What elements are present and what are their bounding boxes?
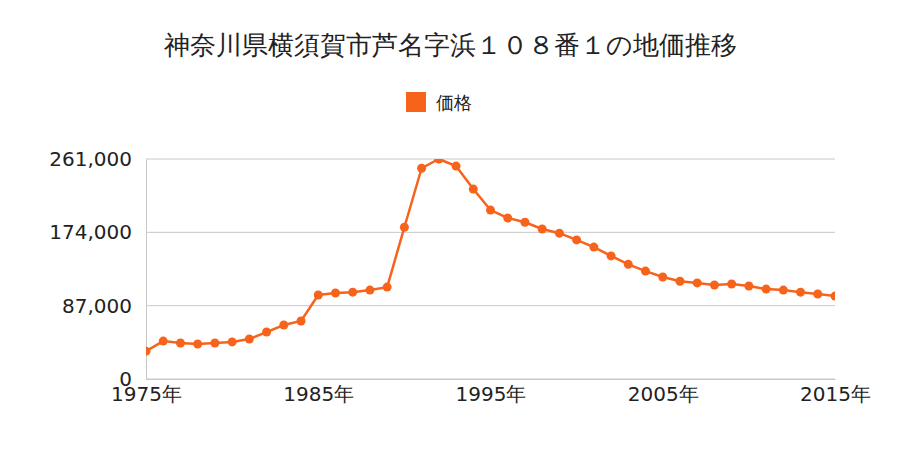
point bbox=[176, 339, 185, 348]
grid-line bbox=[146, 232, 835, 233]
x-tick: 1985年 bbox=[283, 379, 354, 406]
point bbox=[589, 243, 598, 252]
point bbox=[796, 288, 805, 297]
point bbox=[693, 278, 702, 287]
point bbox=[417, 164, 426, 173]
x-tick: 1995年 bbox=[456, 379, 527, 406]
point bbox=[762, 285, 771, 294]
point bbox=[434, 159, 443, 164]
plot-area bbox=[146, 159, 835, 356]
chart: 神奈川県横須賀市芦名字浜１０８番１の地価推移087,000174,000261,… bbox=[0, 0, 900, 450]
point bbox=[572, 235, 581, 244]
y-tick: 174,000 bbox=[49, 220, 146, 244]
y-tick: 87,000 bbox=[62, 294, 146, 318]
point bbox=[297, 317, 306, 326]
legend-label: 価格 bbox=[436, 92, 472, 113]
point bbox=[228, 337, 237, 346]
point bbox=[607, 251, 616, 260]
y-tick: 261,000 bbox=[49, 147, 146, 171]
point bbox=[779, 286, 788, 295]
grid-line bbox=[146, 305, 835, 306]
x-tick: 2005年 bbox=[628, 379, 699, 406]
title: 神奈川県横須賀市芦名字浜１０８番１の地価推移 bbox=[164, 30, 737, 60]
point bbox=[710, 281, 719, 290]
point bbox=[279, 321, 288, 330]
point bbox=[641, 267, 650, 276]
point bbox=[538, 224, 547, 233]
point bbox=[624, 260, 633, 269]
point bbox=[383, 283, 392, 292]
y-axis-line bbox=[146, 160, 147, 380]
x-tick-label: 1985年 bbox=[283, 382, 354, 406]
point bbox=[400, 223, 409, 232]
point bbox=[744, 282, 753, 291]
point bbox=[813, 290, 822, 299]
grid-line bbox=[146, 379, 835, 380]
point bbox=[193, 340, 202, 349]
y-axis: 087,000174,000261,000 bbox=[49, 147, 146, 391]
y-tick-label: 174,000 bbox=[49, 220, 132, 244]
point bbox=[469, 185, 478, 194]
point bbox=[365, 286, 374, 295]
point bbox=[727, 280, 736, 289]
point bbox=[348, 288, 357, 297]
point bbox=[159, 337, 168, 346]
series-line bbox=[146, 159, 835, 351]
y-tick-label: 87,000 bbox=[62, 294, 132, 318]
point bbox=[486, 206, 495, 215]
x-tick-label: 2015年 bbox=[800, 382, 871, 406]
point bbox=[210, 339, 219, 348]
grid bbox=[146, 159, 835, 379]
legend: 価格 bbox=[406, 92, 472, 113]
x-axis-line bbox=[147, 379, 836, 380]
y-tick-label: 261,000 bbox=[49, 147, 132, 171]
x-tick-label: 2005年 bbox=[628, 382, 699, 406]
point bbox=[675, 277, 684, 286]
point bbox=[658, 273, 667, 282]
point bbox=[452, 162, 461, 171]
grid-line bbox=[146, 159, 835, 160]
x-tick: 2015年 bbox=[800, 379, 871, 406]
x-tick-label: 1975年 bbox=[111, 382, 182, 406]
point bbox=[331, 289, 340, 298]
point bbox=[245, 335, 254, 344]
legend-swatch bbox=[406, 92, 426, 112]
point bbox=[520, 218, 529, 227]
point bbox=[503, 214, 512, 223]
point bbox=[314, 291, 323, 300]
point bbox=[262, 328, 271, 337]
x-tick-label: 1995年 bbox=[456, 382, 527, 406]
x-axis: 1975年 1985年 1995年 2005年 2015年 bbox=[111, 379, 871, 406]
x-tick: 1975年 bbox=[111, 379, 182, 406]
point bbox=[831, 292, 836, 301]
point bbox=[555, 229, 564, 238]
point bbox=[146, 347, 151, 356]
